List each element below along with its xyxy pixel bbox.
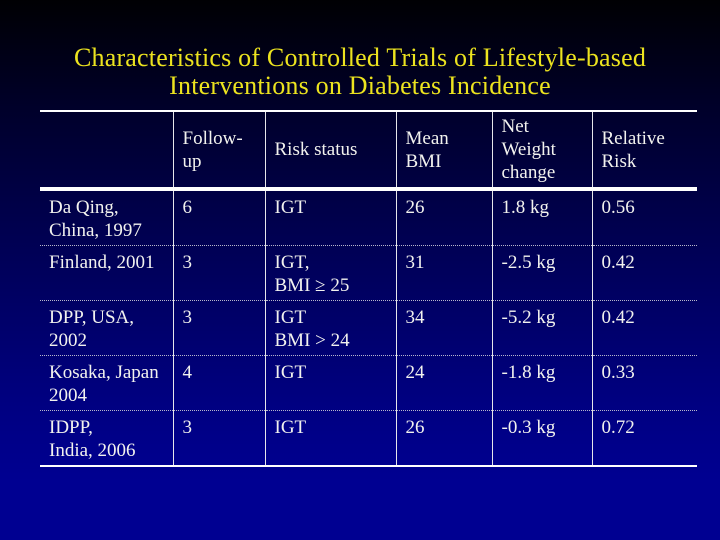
- cell-line: 24: [405, 362, 425, 383]
- table-cell: IGT, BMI ≥ 25: [264, 245, 396, 301]
- table-cell: 0.72: [591, 410, 697, 466]
- table-cell: IGT: [264, 410, 396, 466]
- table-cell: IDPP, India, 2006: [40, 411, 173, 467]
- table-cell: 31: [395, 245, 492, 301]
- cell-line: 1.8 kg: [501, 197, 550, 218]
- column-header-risk-status: Risk status: [264, 111, 396, 189]
- header-line: Weight: [501, 139, 556, 160]
- cell-line: 34: [405, 307, 425, 328]
- table-row: IDPP, India, 2006 3 IGT 26 -0.3 kg 0.72: [40, 410, 697, 467]
- table-header-row: Follow-up Risk status Mean BMI Net Weight chan…: [40, 111, 697, 189]
- table-cell: -0.3 kg: [491, 410, 592, 466]
- cell-line: -0.3 kg: [501, 417, 556, 438]
- column-header-net-weight-change: Net Weight change: [491, 111, 592, 189]
- cell-line: 0.56: [601, 197, 635, 218]
- table-cell: -5.2 kg: [491, 300, 592, 356]
- table-cell: 0.56: [591, 189, 697, 246]
- column-header-study: [40, 111, 173, 189]
- table-cell: -2.5 kg: [491, 245, 592, 301]
- cell-line: 0.42: [601, 307, 635, 328]
- cell-line: -5.2 kg: [501, 307, 556, 328]
- cell-line: Kosaka, Japan: [49, 362, 159, 383]
- cell-line: 3: [182, 307, 193, 328]
- table-cell: 3: [172, 300, 265, 356]
- table-cell: Finland, 2001: [40, 246, 173, 301]
- table-cell: 1.8 kg: [491, 189, 592, 246]
- table-cell: 26: [395, 189, 492, 246]
- table-cell: 4: [172, 355, 265, 411]
- header-line: Mean: [405, 127, 449, 149]
- cell-line: 2004: [49, 385, 87, 406]
- table-cell: IGT: [264, 189, 396, 246]
- cell-line: 4: [182, 362, 193, 383]
- cell-line: -1.8 kg: [501, 362, 556, 383]
- cell-line: BMI ≥ 25: [274, 275, 350, 296]
- cell-line: 31: [405, 252, 425, 273]
- cell-line: India, 2006: [49, 440, 136, 461]
- cell-line: 0.33: [601, 362, 635, 383]
- table-cell: 0.42: [591, 245, 697, 301]
- cell-line: 26: [405, 197, 425, 218]
- cell-line: BMI > 24: [274, 330, 350, 351]
- table-cell: IGT: [264, 355, 396, 411]
- cell-line: 3: [182, 252, 193, 273]
- header-line: change: [501, 162, 556, 183]
- header-line: Relative: [601, 127, 665, 149]
- cell-line: 2002: [49, 330, 87, 351]
- table-cell: 6: [172, 189, 265, 246]
- table-cell: 0.33: [591, 355, 697, 411]
- cell-line: 0.72: [601, 417, 635, 438]
- column-header-relative-risk: Relative Risk: [591, 111, 697, 189]
- table-row: DPP, USA, 2002 3 IGT BMI > 24 34 -5.2 kg 0.42: [40, 300, 697, 356]
- cell-line: -2.5 kg: [501, 252, 556, 273]
- column-header-follow-up: Follow-up: [172, 111, 265, 189]
- cell-line: Finland, 2001: [49, 252, 155, 273]
- table-cell: 3: [172, 245, 265, 301]
- column-header-mean-bmi: Mean BMI: [395, 111, 492, 189]
- cell-line: DPP, USA,: [49, 307, 135, 328]
- table-cell: 3: [172, 410, 265, 466]
- table-row: Finland, 2001 3 IGT, BMI ≥ 25 31 -2.5 kg 0.42: [40, 245, 697, 301]
- table-body: Da Qing, China, 1997 6 IGT 26 1.8 kg 0.56 Finla…: [40, 189, 697, 466]
- cell-line: IDPP,: [49, 417, 93, 438]
- table-cell: Kosaka, Japan 2004: [40, 356, 173, 411]
- table-row: Kosaka, Japan 2004 4 IGT 24 -1.8 kg 0.33: [40, 355, 697, 411]
- cell-line: China, 1997: [49, 220, 142, 241]
- cell-line: IGT: [274, 197, 307, 218]
- table-cell: IGT BMI > 24: [264, 300, 396, 356]
- header-line: Risk: [601, 150, 637, 172]
- cell-line: 3: [182, 417, 193, 438]
- cell-line: IGT,: [274, 252, 310, 273]
- trials-table: Follow-up Risk status Mean BMI Net Weight chan…: [40, 110, 697, 467]
- table-cell: 0.42: [591, 300, 697, 356]
- header-line: Follow-: [182, 127, 243, 149]
- table-cell: 26: [395, 410, 492, 466]
- slide-title-line-1: Characteristics of Controlled Trials of …: [73, 43, 647, 72]
- table-row: Da Qing, China, 1997 6 IGT 26 1.8 kg 0.56: [40, 189, 697, 246]
- table-cell: DPP, USA, 2002: [40, 301, 173, 356]
- slide-title: Characteristics of Controlled Trials of …: [30, 44, 690, 100]
- slide-title-line-2: Interventions on Diabetes Incidence: [169, 71, 551, 100]
- table-cell: -1.8 kg: [491, 355, 592, 411]
- cell-line: IGT: [274, 362, 307, 383]
- header-line: Risk status: [274, 139, 358, 160]
- table-cell: 24: [395, 355, 492, 411]
- cell-line: 6: [182, 197, 193, 218]
- trials-table-container: Follow-up Risk status Mean BMI Net Weight chan…: [40, 110, 697, 467]
- cell-line: 26: [405, 417, 425, 438]
- cell-line: IGT: [274, 307, 307, 328]
- header-line: BMI: [405, 150, 442, 172]
- table-cell: Da Qing, China, 1997: [40, 189, 173, 246]
- table-cell: 34: [395, 300, 492, 356]
- cell-line: 0.42: [601, 252, 635, 273]
- header-line: up: [182, 150, 202, 172]
- cell-line: IGT: [274, 417, 307, 438]
- header-line: Net: [501, 116, 529, 137]
- cell-line: Da Qing,: [49, 197, 119, 218]
